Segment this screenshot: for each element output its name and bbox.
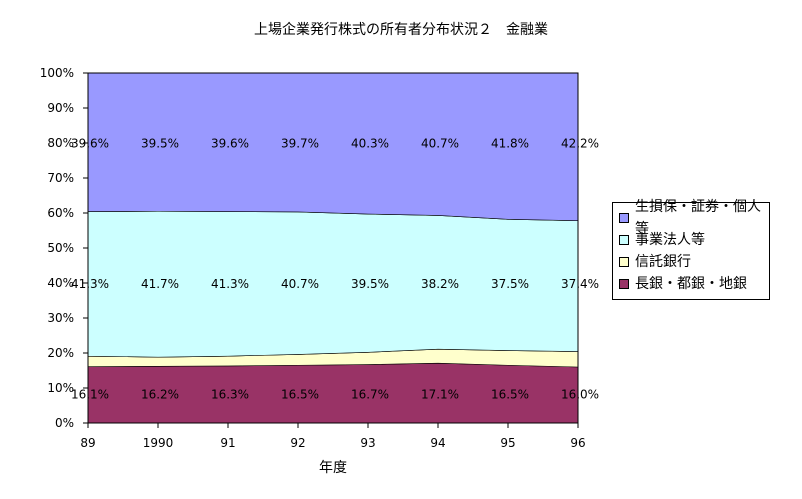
- data-label: 41.8%: [491, 137, 529, 151]
- y-tick-label: 80%: [47, 136, 74, 150]
- legend-item: 信託銀行: [619, 251, 769, 273]
- y-tick-label: 0%: [55, 416, 74, 430]
- x-tick-label: 1990: [143, 436, 174, 450]
- legend-item: 生損保・証券・個人等: [619, 199, 769, 237]
- data-label: 16.7%: [351, 387, 389, 401]
- y-tick-label: 50%: [47, 241, 74, 255]
- data-label: 40.7%: [421, 137, 459, 151]
- legend-item: 長銀・都銀・地銀: [619, 273, 769, 295]
- data-label: 16.0%: [561, 387, 599, 401]
- legend-swatch: [619, 257, 629, 267]
- data-label: 39.5%: [141, 137, 179, 151]
- x-axis-label: 年度: [319, 460, 347, 476]
- data-labels: 16.1% 16.2% 16.3% 16.5% 16.7% 17.1% 16.5% 16.0%…: [71, 137, 599, 402]
- y-tick-label: 40%: [47, 276, 74, 290]
- x-tick-label: 95: [500, 436, 515, 450]
- data-label: 39.5%: [351, 277, 389, 291]
- legend-label: 生損保・証券・個人等: [635, 199, 761, 237]
- data-label: 39.6%: [211, 137, 249, 151]
- axes: 0% 10% 20% 30% 40% 50% 60% 70% 80% 90% 100% 89 1990 9…: [40, 66, 586, 450]
- legend-label: 長銀・都銀・地銀: [635, 276, 747, 292]
- x-tick-label: 89: [80, 436, 95, 450]
- x-tick-label: 92: [290, 436, 305, 450]
- chart-title: 上場企業発行株式の所有者分布状況２ 金融業: [254, 21, 548, 38]
- data-label: 39.6%: [71, 137, 109, 151]
- data-label: 38.2%: [421, 277, 459, 291]
- data-label: 42.2%: [561, 137, 599, 151]
- x-tick-label: 93: [360, 436, 375, 450]
- y-tick-label: 100%: [40, 66, 74, 80]
- y-tick-label: 70%: [47, 171, 74, 185]
- y-tick-label: 20%: [47, 346, 74, 360]
- data-label: 40.3%: [351, 137, 389, 151]
- data-label: 41.3%: [211, 277, 249, 291]
- y-tick-label: 30%: [47, 311, 74, 325]
- data-label: 37.4%: [561, 277, 599, 291]
- x-tick-label: 96: [570, 436, 585, 450]
- data-label: 16.1%: [71, 387, 109, 401]
- y-tick-label: 60%: [47, 206, 74, 220]
- legend: 生損保・証券・個人等 事業法人等信託銀行長銀・都銀・地銀: [612, 199, 770, 300]
- data-label: 17.1%: [421, 387, 459, 401]
- y-tick-label: 90%: [47, 101, 74, 115]
- data-label: 16.3%: [211, 387, 249, 401]
- data-label: 16.2%: [141, 387, 179, 401]
- area-layers: [87, 72, 579, 424]
- legend-label: 信託銀行: [635, 254, 691, 270]
- y-tick-label: 10%: [47, 381, 74, 395]
- data-label: 40.7%: [281, 277, 319, 291]
- legend-swatch: [619, 213, 629, 223]
- x-tick-label: 94: [430, 436, 445, 450]
- x-tick-label: 91: [220, 436, 235, 450]
- legend-label: 事業法人等: [635, 232, 705, 248]
- data-label: 37.5%: [491, 277, 529, 291]
- legend-item: 事業法人等: [619, 229, 769, 251]
- data-label: 16.5%: [491, 387, 529, 401]
- legend-swatch: [619, 235, 629, 245]
- data-label: 41.7%: [141, 277, 179, 291]
- data-label: 39.7%: [281, 137, 319, 151]
- data-label: 41.3%: [71, 277, 109, 291]
- data-label: 16.5%: [281, 387, 319, 401]
- legend-swatch: [619, 279, 629, 289]
